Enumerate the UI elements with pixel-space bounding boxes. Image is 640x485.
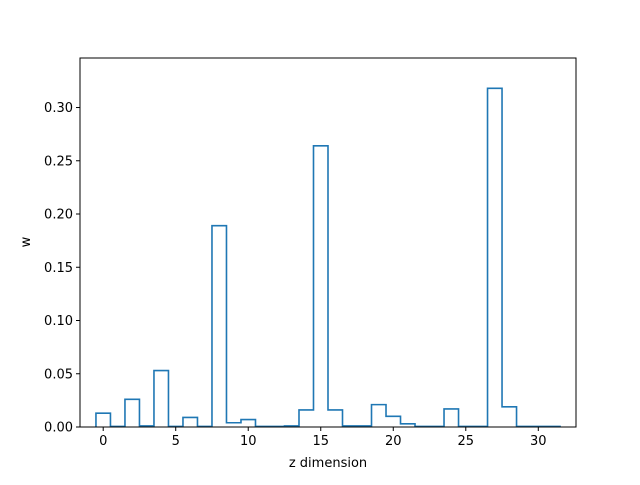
x-tick-label: 15: [312, 434, 329, 449]
x-tick-label: 5: [172, 434, 180, 449]
y-tick-label: 0.05: [44, 367, 73, 382]
x-axis-label: z dimension: [289, 456, 367, 471]
x-tick-label: 30: [530, 434, 547, 449]
x-axis-ticks: 0 5 10 15 20 25 30: [99, 427, 547, 449]
y-tick-label: 0.20: [44, 208, 73, 223]
y-axis-label: w: [19, 236, 34, 247]
x-tick-label: 10: [240, 434, 257, 449]
y-tick-label: 0.25: [44, 154, 73, 169]
y-tick-label: 0.15: [44, 261, 73, 276]
y-axis-ticks: 0.00 0.05 0.10 0.15 0.20 0.25 0.30: [44, 101, 80, 436]
y-tick-label: 0.10: [44, 314, 73, 329]
x-tick-label: 0: [99, 434, 107, 449]
x-tick-label: 20: [385, 434, 402, 449]
x-tick-label: 25: [458, 434, 475, 449]
histogram-step-line: [95, 87, 561, 428]
plot-frame: [79, 57, 577, 428]
y-tick-label: 0.00: [44, 421, 73, 436]
y-tick-label: 0.30: [44, 101, 73, 116]
